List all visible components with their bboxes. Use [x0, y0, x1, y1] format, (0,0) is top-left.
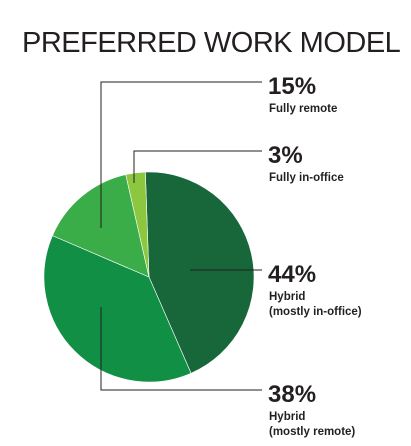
leader-line — [133, 150, 262, 183]
pie-slice — [43, 235, 192, 383]
pie-slice — [145, 171, 255, 374]
slice-category-label: Fully remote — [269, 103, 337, 115]
leader-line — [100, 81, 262, 228]
slice-value-label: 15% — [268, 73, 316, 100]
slice-category-label: (mostly remote) — [269, 426, 355, 438]
slice-value-label: 44% — [268, 261, 316, 288]
slice-labels: 44% Hybrid (mostly in-office) 38% Hybrid (mos… — [268, 73, 362, 438]
leader-lines — [100, 81, 262, 391]
pie-slice — [125, 171, 150, 278]
slice-category-label: Fully in-office — [269, 172, 344, 184]
pie-slices — [43, 171, 255, 383]
slice-category-label: Hybrid — [269, 411, 305, 423]
chart-title: PREFERRED WORK MODEL — [22, 27, 401, 59]
slice-value-label: 38% — [268, 381, 316, 408]
slice-category-label: Hybrid — [269, 291, 305, 303]
slice-category-label: (mostly in-office) — [269, 306, 362, 318]
slice-value-label: 3% — [268, 142, 303, 169]
leader-line — [100, 307, 262, 391]
